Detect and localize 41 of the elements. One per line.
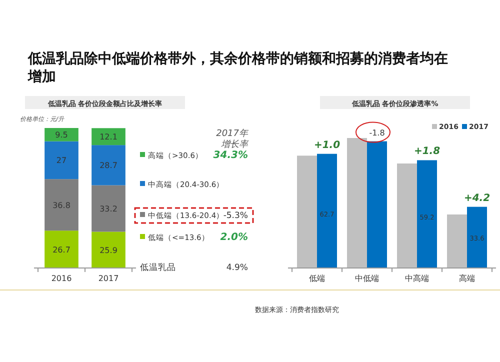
text: 低温乳品除中低端价格带外，其余价格带的销额和招募的消费者均在增加 [27, 50, 448, 85]
bar [44, 179, 78, 231]
bar [92, 145, 126, 186]
data-label: 25.9 [100, 246, 118, 255]
text: 2.0% [220, 232, 248, 243]
bar [92, 128, 126, 146]
x-tick-label: 低端 [309, 274, 325, 283]
x-tick-label: 2017 [98, 274, 119, 283]
data-label: 9.5 [55, 130, 68, 140]
legend-title: 2017年增长率 [216, 128, 249, 150]
bar [44, 128, 78, 142]
text: 4.9% [226, 263, 248, 273]
data-label: 33.2 [100, 204, 118, 214]
data-label: 26.7 [52, 245, 70, 254]
bar [367, 141, 387, 268]
bar [447, 214, 467, 268]
bar [397, 163, 417, 268]
data-label: 27 [56, 156, 67, 166]
x-tick-label: 中低端 [355, 274, 379, 283]
annotation: +4.2 [464, 192, 490, 204]
bar [92, 185, 126, 232]
bar [467, 206, 487, 268]
bar [417, 160, 437, 268]
data-label: 12.1 [100, 132, 118, 142]
bar [92, 232, 126, 268]
data-label: 36.8 [52, 200, 70, 210]
bar [44, 230, 78, 268]
text: 低温乳品 [140, 262, 176, 273]
bar [44, 141, 78, 180]
annotation: +1.0 [314, 140, 340, 151]
bar [297, 156, 317, 268]
x-tick-label: 中高端 [405, 274, 429, 283]
x-tick-label: 高端 [459, 274, 475, 283]
text: -5.3% [223, 211, 248, 221]
annotation: +1.8 [414, 146, 440, 158]
bar [347, 138, 367, 268]
bar [317, 154, 337, 268]
data-label: 28.7 [100, 161, 118, 170]
annotation: -1.8 [369, 128, 385, 138]
text: 34.3% [213, 150, 248, 161]
x-tick-label: 2016 [51, 274, 72, 283]
